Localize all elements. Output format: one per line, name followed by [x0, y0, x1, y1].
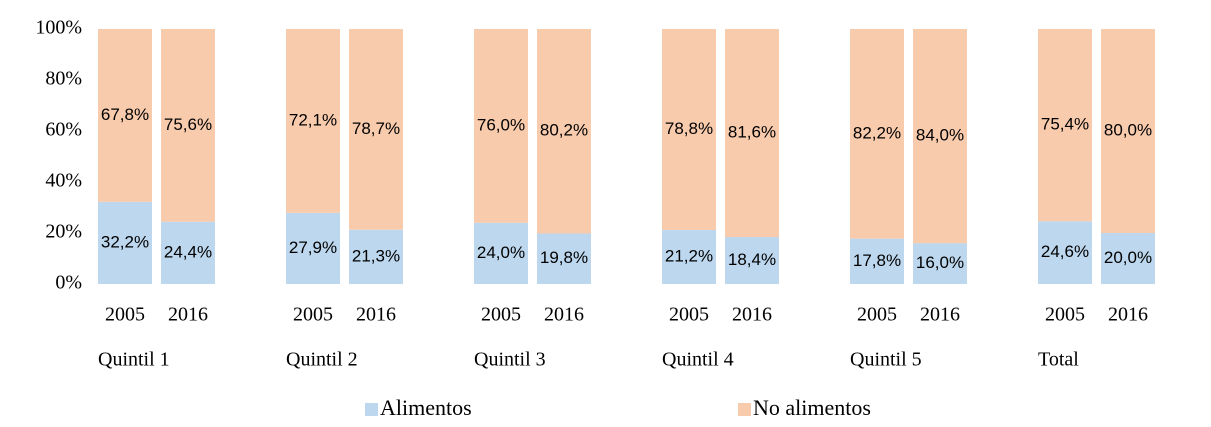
group-label: Quintil 1	[98, 349, 170, 371]
bar-segment	[1101, 233, 1155, 284]
data-label: 17,8%	[853, 251, 901, 270]
data-label: 78,8%	[665, 119, 713, 138]
x-tick-label: 2005	[293, 304, 333, 326]
y-tick-label: 60%	[45, 119, 82, 141]
x-tick-label: 2016	[1108, 304, 1148, 326]
data-label: 21,3%	[352, 246, 400, 265]
data-label: 20,0%	[1104, 248, 1152, 267]
y-tick-label: 40%	[45, 170, 82, 192]
data-label: 75,4%	[1041, 115, 1089, 134]
group-label: Quintil 2	[286, 349, 358, 371]
group-label: Quintil 3	[474, 349, 546, 371]
data-label: 76,0%	[477, 115, 525, 134]
bar-segment	[913, 243, 967, 284]
x-tick-label: 2016	[356, 304, 396, 326]
bar-segment	[349, 229, 403, 284]
bar-segment	[474, 222, 528, 284]
bar-segment	[662, 229, 716, 284]
data-label: 21,2%	[665, 246, 713, 265]
data-label: 78,7%	[352, 119, 400, 138]
data-label: 75,6%	[164, 115, 212, 134]
data-label: 24,6%	[1041, 242, 1089, 261]
bar-segment	[537, 233, 591, 284]
group-label: Total	[1038, 349, 1079, 371]
data-label: 24,4%	[164, 242, 212, 261]
bar-segment	[1038, 221, 1092, 284]
data-label: 82,2%	[853, 123, 901, 142]
x-tick-label: 2005	[669, 304, 709, 326]
legend-swatch	[738, 403, 751, 416]
data-label: 16,0%	[916, 253, 964, 272]
data-label: 84,0%	[916, 126, 964, 145]
bar-segment	[1038, 29, 1092, 222]
data-label: 80,2%	[540, 121, 588, 140]
y-tick-label: 80%	[45, 68, 82, 90]
data-label: 32,2%	[101, 232, 149, 251]
y-tick-label: 100%	[35, 17, 82, 39]
data-label: 24,0%	[477, 243, 525, 262]
bar-segment	[850, 29, 904, 239]
legend-label: No alimentos	[753, 395, 871, 420]
legend-swatch	[365, 403, 378, 416]
x-tick-label: 2016	[544, 304, 584, 326]
bar-segment	[98, 29, 152, 202]
group-label: Quintil 4	[662, 349, 734, 371]
bar-segment	[537, 29, 591, 234]
data-label: 67,8%	[101, 105, 149, 124]
data-label: 27,9%	[289, 238, 337, 257]
bar-segment	[286, 212, 340, 284]
bar-segment	[725, 29, 779, 238]
bar-segment	[98, 201, 152, 284]
data-label: 18,4%	[728, 250, 776, 269]
y-tick-label: 0%	[55, 272, 82, 294]
x-tick-label: 2005	[481, 304, 521, 326]
x-tick-label: 2005	[1045, 304, 1085, 326]
data-label: 19,8%	[540, 248, 588, 267]
bar-segment	[850, 238, 904, 284]
group-label: Quintil 5	[850, 349, 922, 371]
bar-segment	[286, 29, 340, 213]
bar-segment	[161, 221, 215, 284]
x-tick-label: 2005	[105, 304, 145, 326]
data-label: 72,1%	[289, 110, 337, 129]
bar-segment	[474, 29, 528, 223]
x-tick-label: 2016	[168, 304, 208, 326]
data-label: 81,6%	[728, 123, 776, 142]
bar-segment	[725, 237, 779, 284]
legend-label: Alimentos	[380, 395, 472, 420]
bar-segment	[349, 29, 403, 230]
x-tick-label: 2016	[920, 304, 960, 326]
bar-segment	[1101, 29, 1155, 233]
bar-segment	[662, 29, 716, 230]
y-tick-label: 20%	[45, 221, 82, 243]
bar-segment	[161, 29, 215, 222]
data-label: 80,0%	[1104, 120, 1152, 139]
bar-segment	[913, 29, 967, 244]
x-tick-label: 2016	[732, 304, 772, 326]
x-tick-label: 2005	[857, 304, 897, 326]
